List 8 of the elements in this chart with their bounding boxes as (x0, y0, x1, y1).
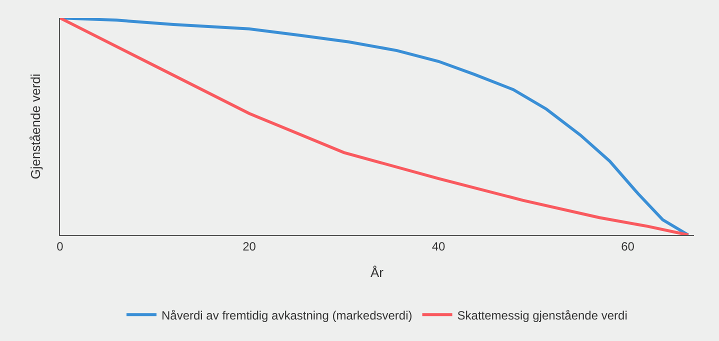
legend-label: Skattemessig gjenstående verdi (457, 308, 628, 322)
legend-label: Nåverdi av fremtidig avkastning (markedsverdi) (162, 308, 412, 322)
x-tick-label: 40 (432, 239, 446, 254)
x-tick-label: 60 (621, 239, 635, 254)
y-axis-title: Gjenstående verdi (28, 74, 43, 180)
x-axis-title: År (370, 265, 384, 280)
x-tick-label: 20 (242, 239, 256, 254)
x-tick-label: 0 (56, 239, 64, 254)
